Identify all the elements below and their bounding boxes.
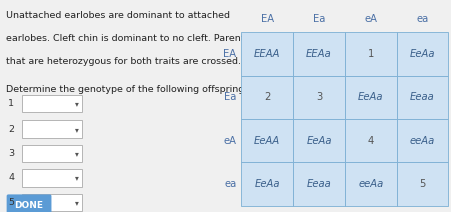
- FancyBboxPatch shape: [22, 194, 82, 211]
- Text: ▾: ▾: [75, 198, 79, 207]
- Text: 1: 1: [368, 49, 374, 59]
- Bar: [241, 76, 293, 119]
- Text: 3: 3: [8, 149, 14, 158]
- Text: 4: 4: [8, 173, 14, 182]
- Bar: [345, 119, 397, 162]
- Bar: [345, 162, 397, 206]
- Text: Unattached earlobes are dominant to attached: Unattached earlobes are dominant to atta…: [6, 11, 230, 20]
- Text: ▾: ▾: [75, 99, 79, 108]
- Text: earlobes. Cleft chin is dominant to no cleft. Parents: earlobes. Cleft chin is dominant to no c…: [6, 34, 250, 43]
- Text: 2: 2: [264, 92, 271, 102]
- Text: Ea: Ea: [313, 14, 325, 24]
- Text: EeAa: EeAa: [410, 49, 435, 59]
- Text: eA: eA: [364, 14, 377, 24]
- Text: that are heterozygous for both traits are crossed.: that are heterozygous for both traits ar…: [6, 57, 241, 66]
- Text: EA: EA: [261, 14, 274, 24]
- Text: 5: 5: [8, 198, 14, 207]
- Bar: [397, 32, 448, 76]
- Text: EA: EA: [223, 49, 236, 59]
- Bar: [241, 162, 293, 206]
- Text: EEAa: EEAa: [306, 49, 332, 59]
- Text: EeAa: EeAa: [254, 179, 280, 189]
- Bar: [293, 119, 345, 162]
- Text: eeAa: eeAa: [358, 179, 383, 189]
- Bar: [293, 162, 345, 206]
- Bar: [293, 76, 345, 119]
- Bar: [345, 32, 397, 76]
- FancyBboxPatch shape: [22, 169, 82, 187]
- Text: 2: 2: [8, 125, 14, 134]
- Text: ▾: ▾: [75, 149, 79, 158]
- Text: Eeaa: Eeaa: [307, 179, 331, 189]
- Text: EeAA: EeAA: [254, 136, 281, 146]
- Text: EeAa: EeAa: [306, 136, 332, 146]
- Text: 1: 1: [8, 99, 14, 108]
- Text: 5: 5: [419, 179, 426, 189]
- Text: ea: ea: [416, 14, 429, 24]
- Bar: [397, 76, 448, 119]
- Text: Eeaa: Eeaa: [410, 92, 435, 102]
- Text: ▾: ▾: [75, 173, 79, 182]
- Text: EeAa: EeAa: [358, 92, 383, 102]
- Bar: [345, 76, 397, 119]
- FancyBboxPatch shape: [22, 145, 82, 162]
- FancyBboxPatch shape: [22, 95, 82, 112]
- Text: Determine the genotype of the following offspring.: Determine the genotype of the following …: [6, 85, 248, 94]
- FancyBboxPatch shape: [22, 120, 82, 138]
- Text: eeAa: eeAa: [410, 136, 435, 146]
- Bar: [397, 162, 448, 206]
- Bar: [241, 119, 293, 162]
- Bar: [241, 32, 293, 76]
- Text: EEAA: EEAA: [254, 49, 281, 59]
- Text: 4: 4: [368, 136, 374, 146]
- Text: ▾: ▾: [75, 125, 79, 134]
- Text: eA: eA: [223, 136, 236, 146]
- Bar: [293, 32, 345, 76]
- Bar: [397, 119, 448, 162]
- Text: DONE: DONE: [14, 201, 44, 210]
- Text: Ea: Ea: [224, 92, 236, 102]
- Text: ea: ea: [224, 179, 236, 189]
- Text: 3: 3: [316, 92, 322, 102]
- FancyBboxPatch shape: [7, 194, 51, 212]
